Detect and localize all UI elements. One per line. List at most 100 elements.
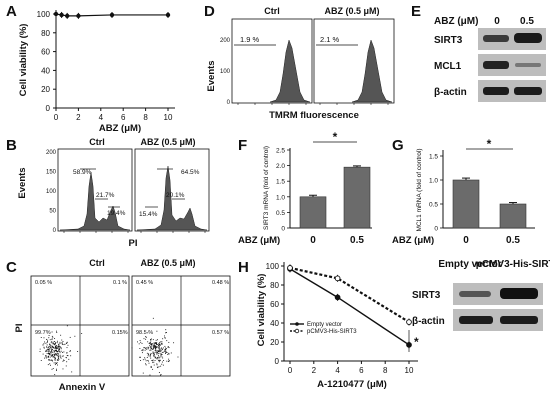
c-dot <box>45 355 47 357</box>
c-dot <box>149 374 151 376</box>
c-dot <box>145 336 147 337</box>
c-dot <box>56 350 57 352</box>
a-ytick-label: 100 <box>37 10 51 19</box>
c-dot <box>159 359 161 361</box>
c-dot <box>162 351 164 353</box>
g-bar <box>499 203 527 229</box>
h-point-1 <box>287 265 293 271</box>
c-dot <box>56 330 57 332</box>
c-dot <box>60 347 62 349</box>
h-band-sirt3-0 <box>459 291 491 297</box>
c-dot <box>54 358 56 360</box>
a-xtick-label: 6 <box>121 113 126 122</box>
c-dot <box>48 353 49 355</box>
c-dot <box>63 344 65 346</box>
c-dot <box>59 342 61 344</box>
b-y-ticks: 0 50 100 150 200 <box>46 150 57 234</box>
c-dot <box>154 342 155 344</box>
c-dot <box>152 352 154 354</box>
c-dot <box>46 353 48 355</box>
c-dot <box>158 353 160 354</box>
c-dot <box>150 348 152 350</box>
c-dot <box>81 333 83 334</box>
c-dot <box>58 350 60 352</box>
h-plot-area <box>287 264 412 349</box>
c-dot <box>51 348 53 350</box>
c-dot <box>58 349 59 351</box>
c-dot <box>61 339 63 341</box>
c-dot <box>149 344 151 346</box>
c-dot <box>167 354 169 356</box>
b-right-pct-s: 20.1% <box>166 192 185 199</box>
c-dot <box>149 356 151 358</box>
c-dot <box>168 341 170 343</box>
c-dot <box>54 364 56 366</box>
c-dot <box>148 347 150 349</box>
c-dot <box>69 350 71 352</box>
b-left-histogram <box>59 171 131 231</box>
c-dot <box>145 336 147 338</box>
c-dot <box>141 352 143 354</box>
c-dot <box>164 337 166 339</box>
c-dot <box>165 349 167 350</box>
c-dot <box>56 345 58 347</box>
c-dot <box>51 346 53 348</box>
c-dot <box>155 342 157 344</box>
c-dot <box>168 352 170 354</box>
c-dot <box>147 346 149 348</box>
c-dot <box>53 352 55 354</box>
c-dot <box>148 353 149 355</box>
c-dot <box>158 345 160 347</box>
h-xtick-label: 2 <box>312 366 317 375</box>
c-dot <box>149 342 151 344</box>
c-dot <box>160 343 162 345</box>
c-dot <box>55 354 57 356</box>
c-dot <box>53 347 55 349</box>
c-dot <box>166 332 167 333</box>
c-dot <box>168 347 170 349</box>
a-point <box>53 11 59 17</box>
c-dot <box>177 356 179 358</box>
c-dot <box>154 355 156 357</box>
c-dot <box>156 363 158 365</box>
c-dot <box>49 364 51 366</box>
c-dot <box>153 353 155 355</box>
c-dot <box>153 355 155 357</box>
h-ytick-label: 60 <box>270 300 279 309</box>
c-dot <box>48 348 50 350</box>
c-dot <box>159 344 161 346</box>
c-dot <box>151 343 153 345</box>
c-dot <box>56 347 58 349</box>
c-dot <box>52 346 54 348</box>
f-bar <box>299 196 327 229</box>
c-dot <box>52 368 54 369</box>
c-dot <box>59 341 61 343</box>
c-dot <box>58 346 60 348</box>
c-right-q-ll: 98.5 % <box>136 330 153 336</box>
a-xtick-label: 8 <box>143 113 148 122</box>
c-dot <box>158 345 160 347</box>
h-series-line-1 <box>289 266 410 323</box>
a-xtick-label: 4 <box>99 113 104 122</box>
c-dot <box>161 343 163 345</box>
c-dot <box>151 360 153 361</box>
c-dot <box>66 342 68 344</box>
c-dot <box>66 343 68 344</box>
c-dot <box>49 344 51 346</box>
c-dot <box>67 355 69 357</box>
c-dot <box>51 346 53 348</box>
c-dot <box>45 342 47 344</box>
c-dot <box>65 357 67 358</box>
a-point <box>59 12 64 18</box>
c-dot <box>57 360 59 361</box>
c-dot <box>168 361 169 363</box>
panel-letter-f: F <box>238 137 247 154</box>
f-y-ticks: 0 0.5 1.0 1.5 2.0 2.5 <box>276 148 290 233</box>
c-dot <box>160 365 162 367</box>
e-col-0: 0 <box>494 16 500 27</box>
c-dot <box>54 355 56 357</box>
c-dot <box>45 355 47 357</box>
c-dot <box>61 342 63 344</box>
c-dot <box>146 347 148 349</box>
c-dot <box>148 362 150 364</box>
